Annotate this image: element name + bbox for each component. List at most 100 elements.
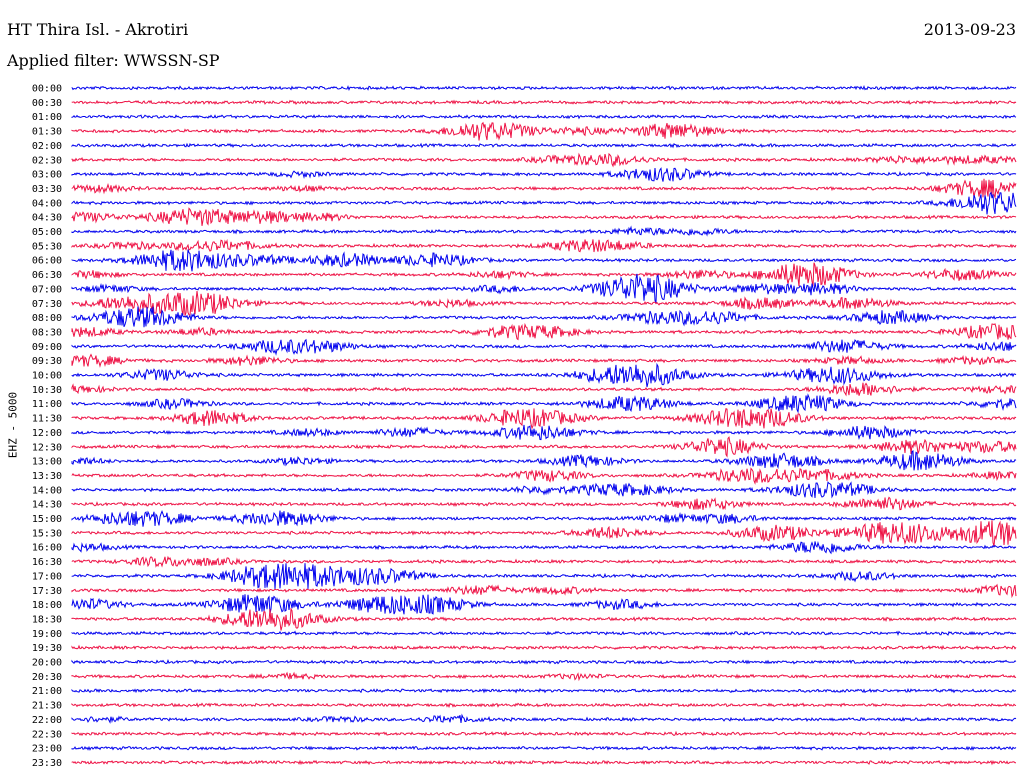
time-label-1700: 17:00 bbox=[32, 571, 62, 582]
trace-2000 bbox=[71, 658, 1017, 665]
time-label-0630: 06:30 bbox=[32, 270, 62, 281]
trace-1430 bbox=[71, 496, 1017, 511]
trace-0530 bbox=[71, 238, 1017, 253]
trace-0200 bbox=[71, 142, 1017, 149]
trace-1600 bbox=[71, 540, 1017, 555]
trace-0730 bbox=[71, 290, 1017, 317]
trace-2130 bbox=[71, 702, 1017, 709]
record-date: 2013-09-23 bbox=[923, 20, 1016, 39]
trace-0500 bbox=[71, 225, 1017, 237]
time-label-1500: 15:00 bbox=[32, 514, 62, 525]
trace-1830 bbox=[71, 607, 1017, 631]
time-label-0800: 08:00 bbox=[32, 313, 62, 324]
trace-1530 bbox=[71, 520, 1017, 547]
trace-0800 bbox=[71, 306, 1017, 328]
trace-0400 bbox=[71, 191, 1017, 215]
trace-2200 bbox=[71, 713, 1017, 724]
trace-0830 bbox=[71, 322, 1017, 341]
trace-1800 bbox=[71, 594, 1017, 615]
trace-0100 bbox=[71, 113, 1017, 120]
time-label-2330: 23:30 bbox=[32, 758, 62, 769]
trace-1700 bbox=[71, 563, 1017, 590]
time-label-1930: 19:30 bbox=[32, 643, 62, 654]
time-label-1600: 16:00 bbox=[32, 543, 62, 554]
time-label-0430: 04:30 bbox=[32, 213, 62, 224]
time-label-1530: 15:30 bbox=[32, 528, 62, 539]
time-label-2030: 20:30 bbox=[32, 672, 62, 683]
trace-2230 bbox=[71, 730, 1017, 737]
time-label-1630: 16:30 bbox=[32, 557, 62, 568]
time-label-2300: 23:00 bbox=[32, 744, 62, 755]
time-label-1130: 11:30 bbox=[32, 414, 62, 425]
trace-2300 bbox=[71, 745, 1017, 751]
trace-0130 bbox=[71, 121, 1017, 141]
time-label-0530: 05:30 bbox=[32, 241, 62, 252]
trace-0600 bbox=[71, 249, 1017, 272]
time-label-1800: 18:00 bbox=[32, 600, 62, 611]
time-label-0200: 02:00 bbox=[32, 141, 62, 152]
time-label-0700: 07:00 bbox=[32, 284, 62, 295]
trace-2030 bbox=[71, 671, 1017, 682]
time-label-0030: 00:30 bbox=[32, 98, 62, 109]
time-label-2200: 22:00 bbox=[32, 715, 62, 726]
time-label-1330: 13:30 bbox=[32, 471, 62, 482]
trace-1730 bbox=[71, 583, 1017, 599]
station-title: HT Thira Isl. - Akrotiri bbox=[7, 20, 189, 39]
filter-label: Applied filter: WWSSN-SP bbox=[7, 51, 220, 70]
time-label-1430: 14:30 bbox=[32, 500, 62, 511]
trace-1230 bbox=[71, 436, 1017, 458]
trace-0930 bbox=[71, 353, 1017, 368]
trace-0330 bbox=[71, 178, 1017, 200]
time-label-1230: 12:30 bbox=[32, 442, 62, 453]
time-label-1100: 11:00 bbox=[32, 399, 62, 410]
trace-0030 bbox=[71, 99, 1017, 106]
time-label-1300: 13:00 bbox=[32, 457, 62, 468]
time-label-0230: 02:30 bbox=[32, 155, 62, 166]
time-label-1400: 14:00 bbox=[32, 485, 62, 496]
time-label-0130: 01:30 bbox=[32, 127, 62, 138]
time-label-2000: 20:00 bbox=[32, 658, 62, 669]
trace-0230 bbox=[71, 152, 1017, 168]
trace-2330 bbox=[71, 759, 1016, 766]
time-label-1030: 10:30 bbox=[32, 385, 62, 396]
time-label-1830: 18:30 bbox=[32, 614, 62, 625]
trace-1900 bbox=[71, 630, 1017, 637]
trace-0430 bbox=[71, 207, 1017, 226]
trace-1400 bbox=[71, 481, 1017, 499]
time-label-0330: 03:30 bbox=[32, 184, 62, 195]
time-label-2100: 21:00 bbox=[32, 686, 62, 697]
time-label-2230: 22:30 bbox=[32, 729, 62, 740]
trace-0900 bbox=[71, 338, 1017, 356]
trace-0700 bbox=[71, 273, 1017, 305]
trace-0000 bbox=[71, 85, 1017, 91]
time-label-0930: 09:30 bbox=[32, 356, 62, 367]
time-label-0100: 01:00 bbox=[32, 112, 62, 123]
trace-1930 bbox=[71, 644, 1017, 651]
time-label-1900: 19:00 bbox=[32, 629, 62, 640]
time-label-0000: 00:00 bbox=[32, 84, 62, 95]
time-label-0600: 06:00 bbox=[32, 256, 62, 267]
time-label-1730: 17:30 bbox=[32, 586, 62, 597]
time-label-0830: 08:30 bbox=[32, 327, 62, 338]
trace-0630 bbox=[71, 262, 1017, 287]
time-label-0730: 07:30 bbox=[32, 299, 62, 310]
time-label-0900: 09:00 bbox=[32, 342, 62, 353]
trace-1300 bbox=[71, 450, 1017, 471]
trace-1030 bbox=[71, 382, 1017, 397]
trace-1500 bbox=[71, 510, 1017, 527]
trace-2100 bbox=[71, 687, 1017, 694]
time-label-1000: 10:00 bbox=[32, 371, 62, 382]
trace-1200 bbox=[71, 424, 1017, 441]
time-label-2130: 21:30 bbox=[32, 701, 62, 712]
trace-1130 bbox=[71, 408, 1017, 430]
trace-1000 bbox=[71, 362, 1017, 388]
time-label-0300: 03:00 bbox=[32, 170, 62, 181]
time-label-0500: 05:00 bbox=[32, 227, 62, 238]
trace-0300 bbox=[71, 167, 1017, 182]
trace-1330 bbox=[71, 467, 1017, 485]
trace-1100 bbox=[71, 393, 1017, 414]
time-label-0400: 04:00 bbox=[32, 198, 62, 209]
time-label-1200: 12:00 bbox=[32, 428, 62, 439]
trace-1630 bbox=[71, 555, 1017, 568]
